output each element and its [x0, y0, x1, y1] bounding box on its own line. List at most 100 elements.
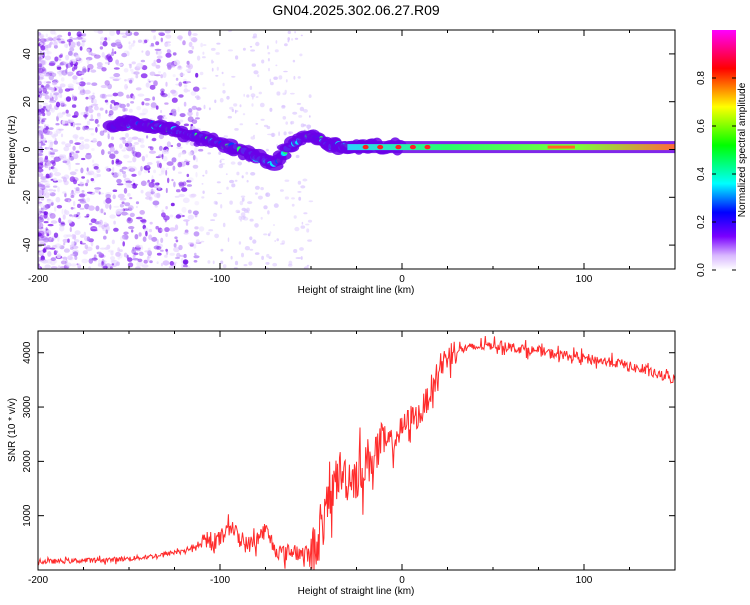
noise-dot — [50, 257, 56, 262]
noise-dot — [140, 180, 147, 187]
noise-dot — [38, 266, 41, 269]
noise-dot — [99, 93, 106, 99]
noise-dot — [43, 204, 49, 211]
noise-dot — [260, 118, 265, 121]
noise-dot — [74, 142, 81, 146]
noise-dot — [171, 64, 176, 68]
colorbar-tick-label: 0.2 — [696, 215, 707, 229]
noise-dot — [302, 178, 308, 182]
noise-dot — [64, 159, 71, 165]
noise-dot — [149, 84, 156, 90]
noise-dot — [132, 156, 137, 163]
noise-dot — [158, 145, 163, 151]
noise-dot — [38, 130, 43, 136]
noise-dot — [254, 223, 259, 228]
noise-dot — [308, 200, 314, 203]
noise-dot — [249, 85, 253, 90]
noise-dot — [75, 82, 82, 85]
noise-dot — [48, 212, 53, 216]
noise-dot — [121, 201, 125, 204]
noise-dot — [176, 146, 183, 149]
noise-dot — [69, 176, 76, 183]
noise-dot — [38, 38, 41, 42]
noise-dot — [110, 266, 113, 269]
noise-dot — [160, 167, 166, 173]
noise-dot — [122, 173, 127, 179]
noise-dot — [48, 87, 54, 91]
noise-dot — [307, 128, 310, 130]
noise-dot — [156, 252, 162, 256]
noise-dot — [38, 57, 44, 60]
noise-dot — [38, 198, 41, 202]
noise-dot — [159, 162, 162, 169]
noise-dot — [198, 148, 204, 152]
noise-dot — [169, 214, 174, 218]
noise-dot — [297, 76, 301, 79]
noise-dot — [249, 236, 253, 241]
noise-dot — [126, 51, 130, 57]
snr-x-axis-label: Height of straight line (km) — [298, 586, 415, 597]
noise-dot — [101, 93, 107, 99]
noise-dot — [113, 227, 119, 232]
noise-dot — [117, 247, 120, 252]
noise-dot — [279, 243, 285, 245]
noise-dot — [123, 252, 128, 258]
noise-dot — [171, 90, 178, 97]
noise-dot — [178, 73, 185, 77]
noise-dot — [174, 256, 181, 260]
noise-dot — [155, 105, 159, 110]
noise-dot — [38, 236, 42, 239]
noise-dot — [144, 39, 148, 44]
noise-dot — [145, 82, 152, 88]
noise-dot — [188, 151, 193, 156]
noise-dot — [70, 195, 75, 198]
noise-dot — [38, 227, 46, 231]
noise-dot — [145, 191, 152, 197]
noise-dot — [119, 235, 125, 242]
noise-dot — [178, 193, 185, 198]
noise-dot — [124, 83, 128, 90]
noise-dot — [137, 137, 142, 143]
noise-dot — [127, 257, 133, 262]
snr-y-axis-label: SNR (10 * v/v) — [7, 398, 18, 462]
noise-dot — [171, 108, 177, 113]
noise-dot — [133, 31, 139, 36]
noise-dot — [74, 123, 82, 126]
noise-dot — [208, 107, 211, 111]
noise-dot — [140, 144, 145, 148]
noise-dot — [141, 155, 146, 162]
noise-dot — [182, 264, 188, 268]
noise-dot — [86, 167, 89, 172]
noise-dot — [140, 139, 143, 142]
noise-dot — [69, 152, 72, 158]
noise-dot — [90, 94, 96, 100]
noise-dot — [186, 173, 190, 178]
noise-dot — [81, 140, 85, 147]
noise-dot — [101, 52, 105, 58]
noise-dot — [121, 52, 128, 58]
noise-dot — [278, 75, 283, 80]
noise-dot — [73, 96, 78, 101]
noise-dot — [112, 167, 115, 173]
noise-dot — [195, 171, 198, 178]
noise-dot — [126, 103, 130, 107]
noise-dot — [69, 244, 75, 248]
noise-dot — [266, 253, 270, 258]
noise-dot — [178, 182, 185, 188]
noise-dot — [74, 255, 78, 260]
noise-dot — [86, 48, 91, 53]
noise-dot — [145, 102, 150, 106]
noise-dot — [38, 111, 41, 116]
noise-dot — [72, 78, 78, 84]
noise-dot — [169, 261, 174, 266]
noise-dot — [105, 193, 111, 199]
noise-dot — [247, 201, 253, 205]
noise-dot — [157, 187, 161, 190]
noise-dot — [38, 116, 41, 121]
noise-dot — [178, 81, 183, 87]
noise-dot — [122, 35, 128, 38]
noise-dot — [125, 132, 129, 138]
noise-dot — [99, 130, 105, 136]
noise-dot — [303, 212, 308, 215]
noise-dot — [156, 55, 163, 59]
